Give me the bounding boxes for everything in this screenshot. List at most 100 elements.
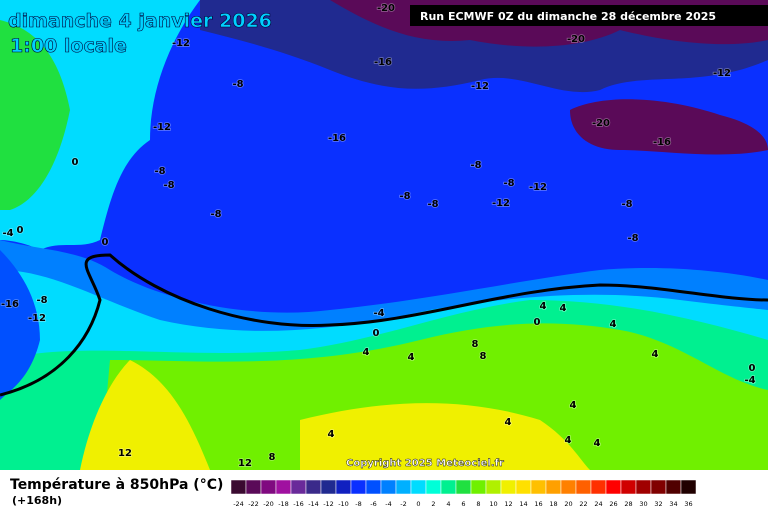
- legend-swatch: [335, 479, 352, 495]
- contour-label: -4: [744, 375, 755, 386]
- legend-swatch: [275, 479, 292, 495]
- legend-label: 34: [669, 500, 677, 508]
- contour-label: 4: [560, 303, 567, 314]
- legend-label: 32: [654, 500, 662, 508]
- legend-label: -8: [355, 500, 361, 508]
- contour-label: -16: [328, 133, 346, 144]
- north-africa-warm: [300, 403, 590, 470]
- copyright: Copyright 2025 Meteociel.fr: [346, 458, 504, 469]
- legend-swatch: [260, 479, 277, 495]
- legend-swatch: [575, 479, 592, 495]
- legend-label: -6: [370, 500, 376, 508]
- contour-label: 8: [472, 339, 479, 350]
- legend-label: -2: [400, 500, 406, 508]
- legend-swatch: [410, 479, 427, 495]
- legend-swatch: [440, 479, 457, 495]
- legend-label: 26: [609, 500, 617, 508]
- contour-label: -20: [592, 118, 610, 129]
- contour-label: -8: [470, 160, 481, 171]
- legend-label: 8: [476, 500, 480, 508]
- legend-label: 0: [416, 500, 420, 508]
- legend-swatch: [455, 479, 472, 495]
- legend-swatch: [350, 479, 367, 495]
- contour-label: -4: [2, 228, 13, 239]
- contour-label: -8: [627, 233, 638, 244]
- legend-swatch: [485, 479, 502, 495]
- legend-label: 10: [489, 500, 497, 508]
- contour-label: 4: [363, 347, 370, 358]
- legend-swatch: [365, 479, 382, 495]
- legend-label: -20: [263, 500, 274, 508]
- contour-label: 4: [565, 435, 572, 446]
- map-date: dimanche 4 janvier 2026: [8, 10, 272, 32]
- contour-label: 0: [17, 225, 24, 236]
- contour-label: -8: [36, 295, 47, 306]
- legend-swatch: [470, 479, 487, 495]
- legend-swatch: [515, 479, 532, 495]
- legend-label: 12: [504, 500, 512, 508]
- legend-swatch: [620, 479, 637, 495]
- contour-label: -16: [1, 299, 19, 310]
- contour-label: -12: [713, 68, 731, 79]
- legend-label: 30: [639, 500, 647, 508]
- legend-swatch: [590, 479, 607, 495]
- legend-label: -12: [323, 500, 334, 508]
- legend-label: 14: [519, 500, 527, 508]
- contour-label: -16: [653, 137, 671, 148]
- contour-label: -8: [232, 79, 243, 90]
- legend-label: 6: [461, 500, 465, 508]
- cold-core-2: [570, 99, 768, 155]
- legend-label: -14: [308, 500, 319, 508]
- legend-swatch: [290, 479, 307, 495]
- run-info: Run ECMWF 0Z du dimanche 28 décembre 202…: [420, 10, 716, 23]
- lead-time: (+168h): [12, 494, 62, 507]
- legend-swatch: [395, 479, 412, 495]
- contour-label: -12: [172, 38, 190, 49]
- contour-label: 4: [594, 438, 601, 449]
- contour-label: 0: [72, 157, 79, 168]
- legend-swatch: [230, 479, 247, 495]
- legend-swatch: [605, 479, 622, 495]
- legend-swatch: [320, 479, 337, 495]
- west-cold: [0, 250, 40, 400]
- legend-label: 18: [549, 500, 557, 508]
- greenland-green: [0, 20, 70, 210]
- contour-label: 12: [238, 458, 252, 469]
- legend-label: 24: [594, 500, 602, 508]
- contour-label: -8: [399, 191, 410, 202]
- contour-label: -8: [503, 178, 514, 189]
- legend-label: -22: [248, 500, 259, 508]
- contour-label: 4: [610, 319, 617, 330]
- run-box: [410, 5, 768, 26]
- contour-label: -12: [492, 198, 510, 209]
- contour-labels: -20 -12 -20 -16 -12 -8 -12 -12 -20 -16 -…: [0, 2, 756, 470]
- zero-isotherm: [0, 253, 768, 397]
- legend-label: 16: [534, 500, 542, 508]
- legend-swatch: [530, 479, 547, 495]
- legend-swatch: [680, 479, 697, 495]
- contour-label: 4: [570, 400, 577, 411]
- contour-label: 4: [652, 349, 659, 360]
- contour-label: 12: [118, 448, 132, 459]
- footer-title: Température à 850hPa (°C): [10, 477, 223, 493]
- contour-label: 0: [534, 317, 541, 328]
- legend-label: -10: [338, 500, 349, 508]
- legend-label: 2: [431, 500, 435, 508]
- legend-swatch: [245, 479, 262, 495]
- contour-label: -8: [621, 199, 632, 210]
- contour-label: -20: [567, 34, 585, 45]
- contour-label: -12: [153, 122, 171, 133]
- legend-swatch: [635, 479, 652, 495]
- contour-label: 8: [480, 351, 487, 362]
- legend-swatch: [425, 479, 442, 495]
- contour-label: 4: [408, 352, 415, 363]
- legend-swatch: [665, 479, 682, 495]
- contour-label: 4: [540, 301, 547, 312]
- contour-label: 0: [749, 363, 756, 374]
- contour-label: 0: [373, 328, 380, 339]
- legend-label: 22: [579, 500, 587, 508]
- contour-label: -12: [28, 313, 46, 324]
- legend-swatch: [545, 479, 562, 495]
